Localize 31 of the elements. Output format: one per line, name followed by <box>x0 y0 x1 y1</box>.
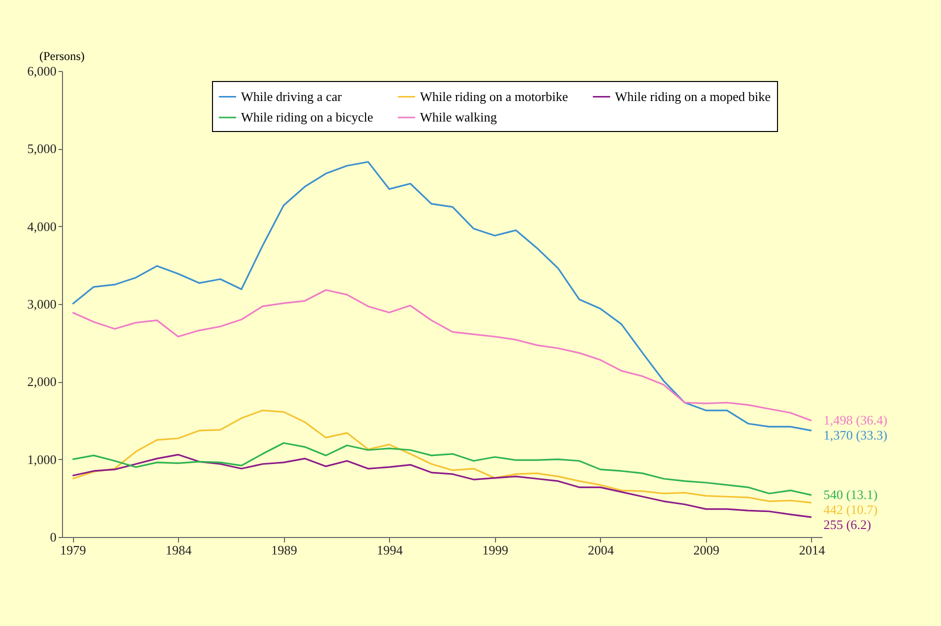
x-tick-label: 2004 <box>588 542 614 558</box>
x-tick-label: 1979 <box>60 542 86 558</box>
text: 540 (13.1) <box>823 487 878 502</box>
line-series <box>72 289 812 422</box>
legend-label: While riding on a motorbike <box>420 88 568 104</box>
line-series <box>72 161 812 432</box>
y-tick-label: 1,000 <box>27 452 56 467</box>
x-tick-label: 1994 <box>376 542 404 558</box>
line-series <box>72 410 812 504</box>
x-tick-label: 2014 <box>798 542 826 558</box>
y-axis-title: (Persons) <box>39 49 85 63</box>
text: 1,370 (33.3) <box>823 428 888 443</box>
y-tick-label: 4,000 <box>27 218 56 234</box>
legend-label: While riding on a moped bike <box>615 88 771 104</box>
x-tick-label: 1999 <box>482 542 508 558</box>
y-tick-label: 6,000 <box>27 64 56 78</box>
y-tick-label: 0 <box>50 530 56 544</box>
x-tick-label: 1989 <box>271 542 298 558</box>
legend-label: While walking <box>420 110 498 124</box>
y-tick-label: 2,000 <box>27 374 56 390</box>
y-tick-label: 3,000 <box>27 296 56 312</box>
line-series <box>72 454 812 518</box>
x-tick-label: 1984 <box>166 542 192 558</box>
legend-label: While driving a car <box>241 88 342 104</box>
y-tick-label: 5,000 <box>27 141 56 156</box>
text: 255 (6.2) <box>823 517 872 532</box>
text: 442 (10.7) <box>823 502 878 518</box>
x-tick-label: 2009 <box>693 542 720 558</box>
text: 1,498 (36.4) <box>823 412 888 428</box>
legend-label: While riding on a bicycle <box>241 110 374 124</box>
line-series <box>72 442 812 496</box>
